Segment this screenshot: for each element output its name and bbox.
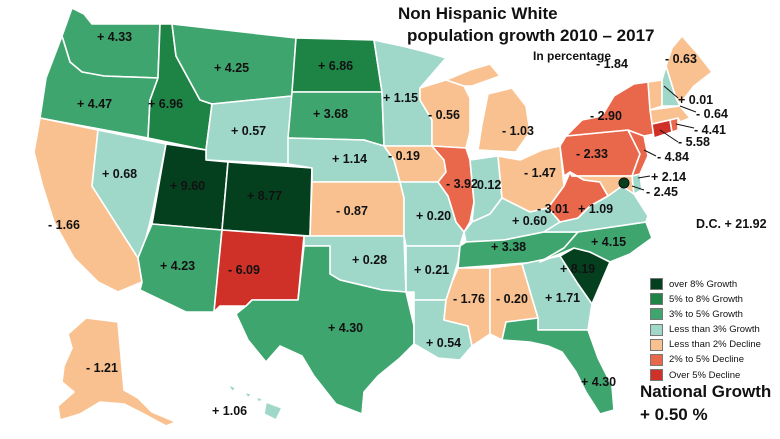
dc-marker [618, 177, 630, 189]
label-ar: + 0.21 [414, 263, 449, 277]
label-mn: + 1.15 [383, 91, 418, 105]
legend-swatch [650, 293, 663, 306]
state-vt [647, 79, 663, 111]
label-hi: + 1.06 [212, 404, 247, 418]
label-ca: - 1.66 [48, 218, 80, 232]
label-ri: - 4.41 [694, 123, 726, 137]
legend-item: Less than 2% Decline [650, 338, 761, 352]
legend-label: 3% to 5% Growth [669, 308, 743, 320]
legend-item: 2% to 5% Decline [650, 353, 761, 367]
leader-lines [631, 85, 697, 191]
label-mi: - 1.03 [502, 124, 534, 138]
label-ut: + 9.60 [170, 179, 205, 193]
label-sc: + 8.19 [560, 262, 595, 276]
legend-swatch [650, 308, 663, 321]
legend-label: over 8% Growth [669, 278, 738, 290]
map-title: Non Hispanic White [398, 4, 558, 23]
state-il [431, 145, 475, 233]
label-in: 0.12 [477, 178, 501, 192]
legend-swatch [650, 323, 663, 336]
state-fl [501, 317, 615, 415]
label-sd: + 3.68 [313, 107, 348, 121]
label-md: - 2.45 [646, 185, 678, 199]
state-hi [227, 383, 283, 421]
label-nc: + 4.15 [591, 235, 626, 249]
label-pa: - 2.33 [576, 147, 608, 161]
state-me [665, 35, 713, 105]
legend-swatch [650, 278, 663, 290]
national-growth-label: National Growth [640, 382, 772, 401]
label-wv: - 3.01 [537, 202, 569, 216]
state-nc [539, 221, 653, 263]
legend-label: Over 5% Decline [669, 369, 741, 381]
label-vt: - 1.84 [596, 57, 628, 71]
label-ma: - 0.64 [696, 107, 728, 121]
label-il: - 3.92 [446, 177, 478, 191]
label-ok: + 0.28 [352, 253, 387, 267]
legend-swatch [650, 353, 663, 366]
label-id: + 6.96 [148, 97, 183, 111]
national-growth-value: + 0.50 % [640, 405, 708, 424]
legend: over 8% Growth 5% to 8% Growth 3% to 5% Gr… [650, 277, 761, 383]
legend-label: 2% to 5% Decline [669, 354, 744, 366]
legend-label: 5% to 8% Growth [669, 293, 743, 305]
label-va: + 1.09 [578, 202, 613, 216]
dc-label: D.C. + 21.92 [696, 217, 767, 231]
label-nj: - 4.84 [657, 150, 689, 164]
state-tx [235, 245, 415, 415]
label-nv: + 0.68 [102, 167, 137, 181]
state-de [631, 173, 643, 195]
legend-item: Over 5% Decline [650, 368, 761, 382]
legend-item: over 8% Growth [650, 277, 761, 291]
label-la: + 0.54 [426, 336, 461, 350]
map-subtitle: In percentage [533, 49, 612, 63]
legend-label: Less than 3% Growth [669, 324, 760, 336]
legend-item: Less than 3% Growth [650, 323, 761, 337]
label-fl: + 4.30 [581, 375, 616, 389]
label-wy: + 0.57 [231, 124, 266, 138]
label-nh: + 0.01 [678, 93, 713, 107]
map-title-line2: population growth 2010 – 2017 [407, 26, 655, 45]
label-az: + 4.23 [160, 259, 195, 273]
label-ks: - 0.87 [336, 204, 368, 218]
label-wi: - 0.56 [428, 108, 460, 122]
label-ms: - 1.76 [453, 292, 485, 306]
label-ga: + 1.71 [545, 291, 580, 305]
label-mo: + 0.20 [416, 209, 451, 223]
state-mi [445, 63, 531, 153]
label-tn: + 3.38 [491, 240, 526, 254]
label-mt: + 4.25 [214, 61, 249, 75]
label-ny: - 2.90 [590, 109, 622, 123]
label-al: - 0.20 [496, 292, 528, 306]
label-nd: + 6.86 [318, 59, 353, 73]
label-ky: + 0.60 [512, 214, 547, 228]
label-ne: + 1.14 [332, 152, 367, 166]
label-nm: - 6.09 [228, 263, 260, 277]
state-wy [205, 95, 293, 165]
legend-swatch [650, 338, 663, 351]
legend-item: 5% to 8% Growth [650, 292, 761, 306]
label-or: + 4.47 [77, 97, 112, 111]
label-ct: - 5.58 [678, 135, 710, 149]
legend-label: Less than 2% Decline [669, 339, 761, 351]
label-de: + 2.14 [651, 170, 686, 184]
legend-item: 3% to 5% Growth [650, 307, 761, 321]
label-co: + 8.77 [247, 189, 282, 203]
label-me: - 0.63 [665, 52, 697, 66]
state-ak [57, 317, 177, 427]
label-tx: + 4.30 [328, 321, 363, 335]
label-wa: + 4.33 [97, 30, 132, 44]
label-oh: - 1.47 [524, 166, 556, 180]
legend-swatch [650, 369, 663, 382]
label-ak: - 1.21 [86, 361, 118, 375]
label-ia: - 0.19 [388, 149, 420, 163]
